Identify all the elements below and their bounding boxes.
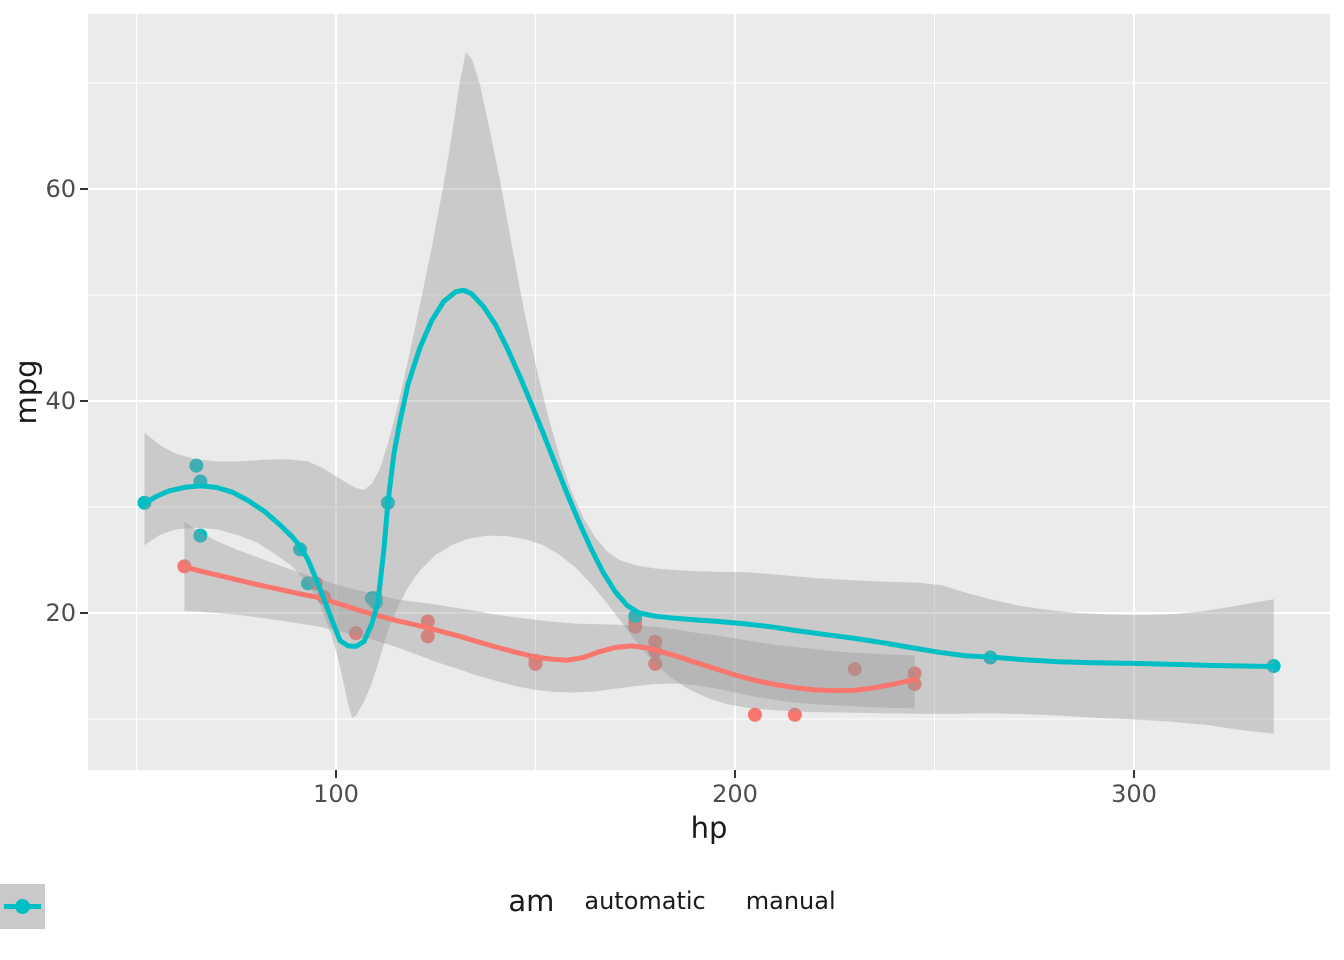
legend-key-point [15,899,30,914]
data-point-automatic [847,662,862,677]
legend-entry-manual: manual [0,884,836,929]
data-point-automatic [907,666,922,681]
data-point-manual [189,458,204,473]
data-point-automatic [648,634,663,649]
data-point-automatic [348,626,363,641]
legend-label-manual: manual [745,887,836,915]
x-axis-title: hp [690,811,728,845]
x-tick-label-200: 200 [712,780,758,808]
y-tick-label-60: 60 [45,175,76,203]
legend-title: am [508,884,555,918]
data-point-manual [193,528,208,543]
confidence-ribbon-automatic [184,521,915,709]
confidence-ribbon-manual [144,52,1274,734]
y-tick-label-40: 40 [45,387,76,415]
legend-key-manual-icon [0,884,45,929]
legend-entry-automatic: automatic [0,884,706,929]
smooth-line-manual [142,287,1277,669]
data-point-automatic [787,707,802,722]
panel-background [88,14,1330,770]
data-point-automatic [747,707,762,722]
smooth-line-automatic [181,564,918,694]
data-point-automatic [648,656,663,671]
y-axis-title: mpg [9,359,43,425]
x-tick-label-100: 100 [313,780,359,808]
data-point-automatic [420,629,435,644]
y-tick-label-20: 20 [45,599,76,627]
legend: am automatic manual [0,884,1344,929]
data-point-manual [301,576,316,591]
data-point-manual [364,591,379,606]
legend-label-automatic: automatic [584,887,706,915]
data-point-automatic [528,656,543,671]
x-tick-label-300: 300 [1111,780,1157,808]
